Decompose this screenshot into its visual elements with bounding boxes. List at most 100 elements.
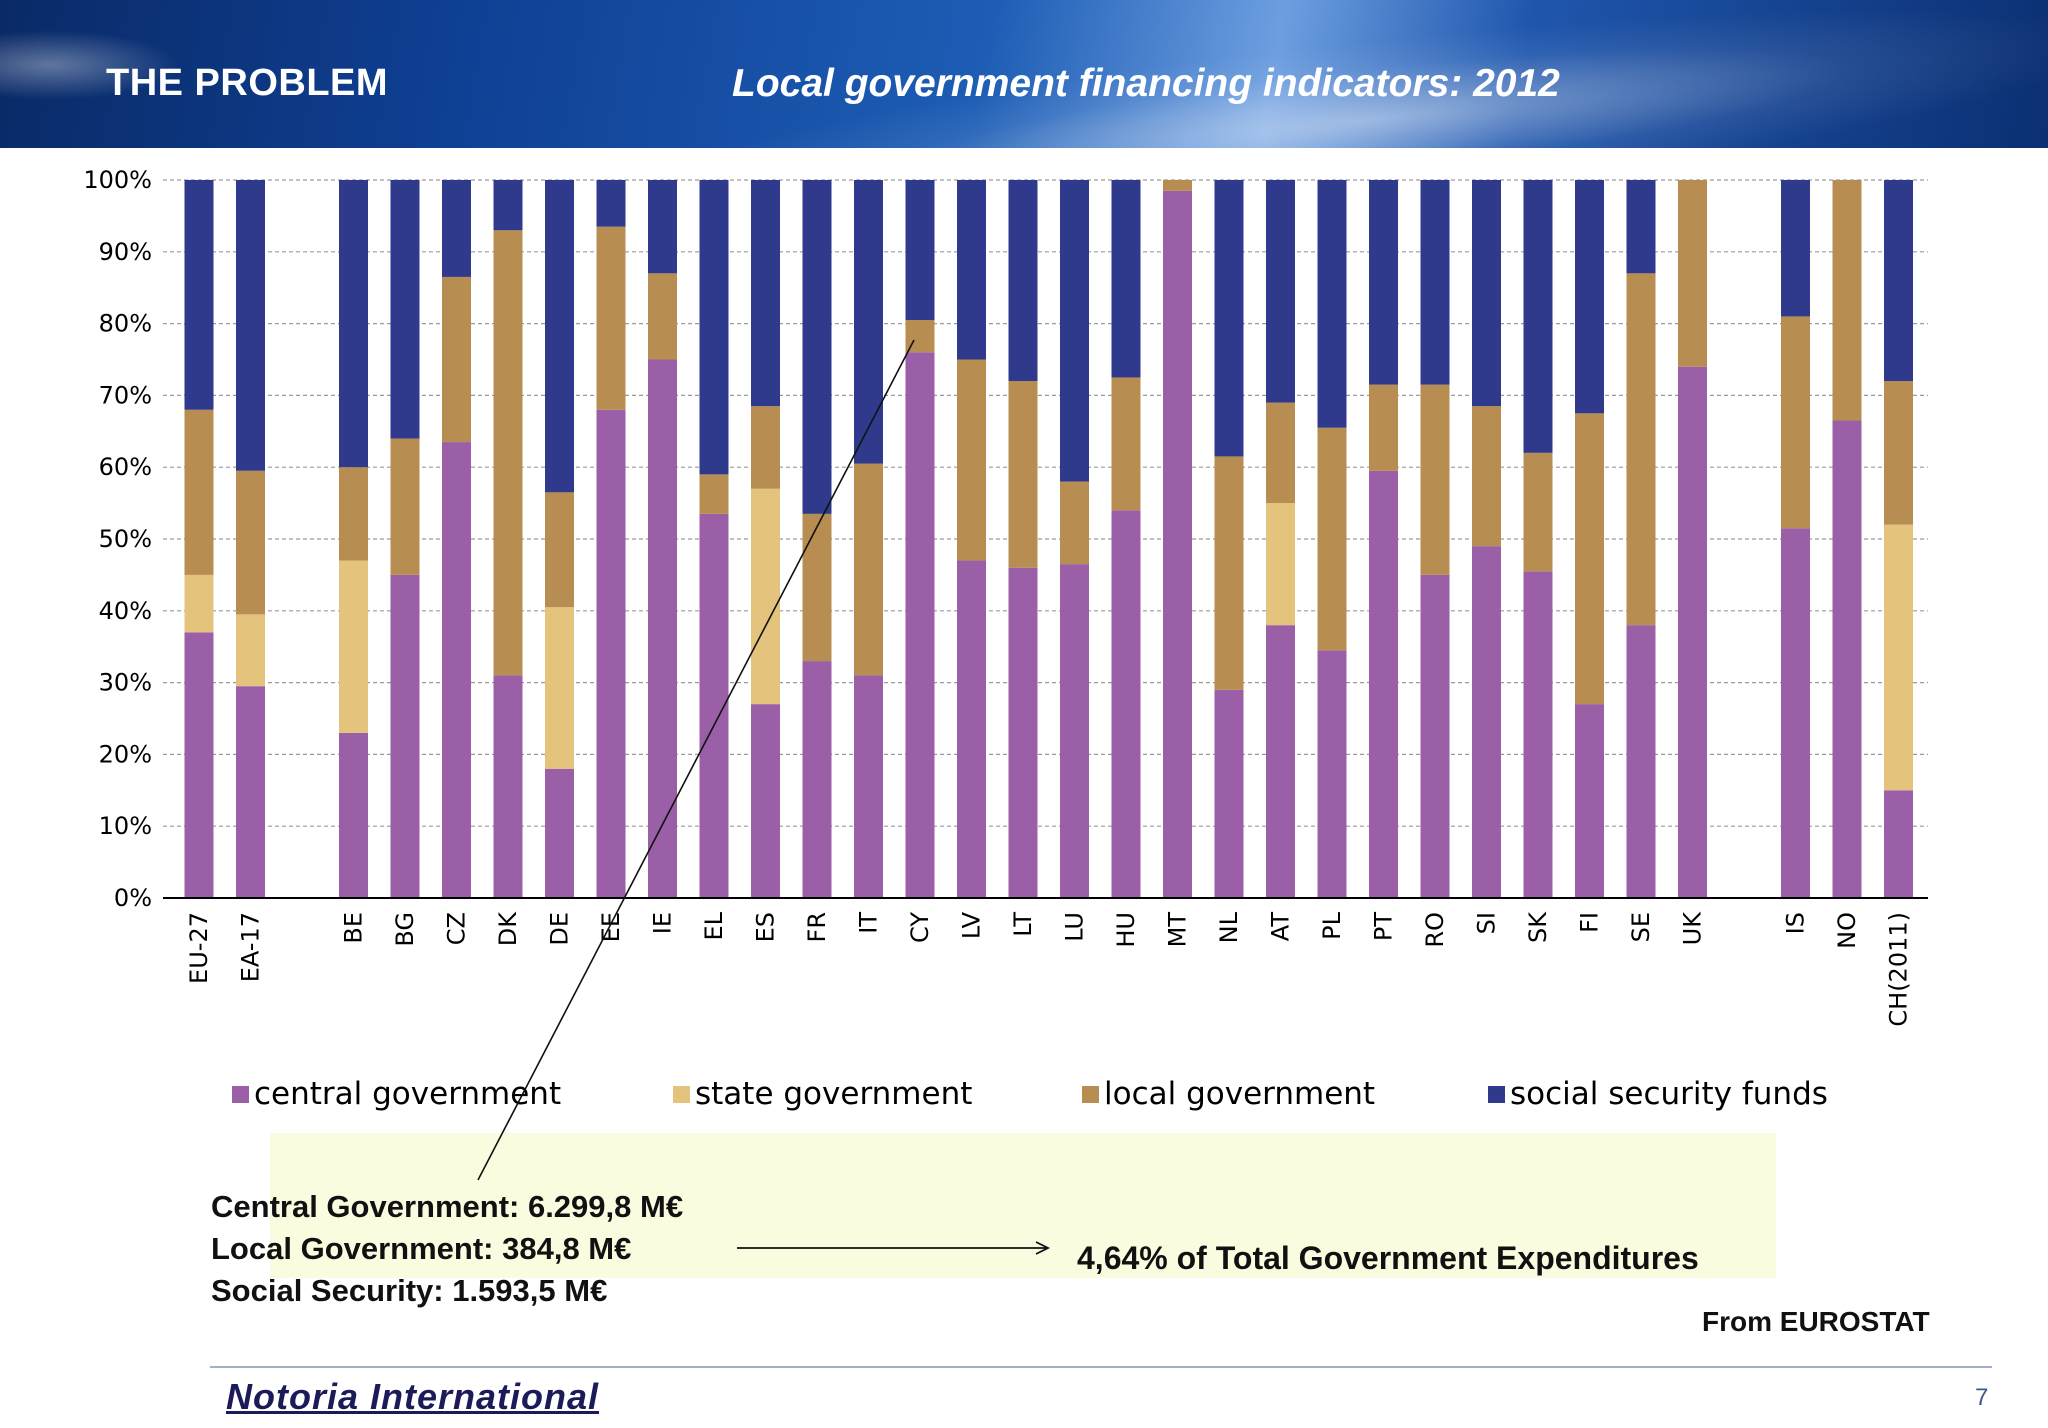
x-tick-label: LV [958,911,986,939]
bar-segment-social-security-funds-fr [802,180,832,514]
bar-segment-local-government-ch2011 [1884,381,1913,525]
bar-segment-social-security-funds-de [545,180,574,493]
bar-segment-local-government-ea17 [236,470,265,615]
slide-title: Local government financing indicators: 2… [732,62,1560,105]
bar-segment-local-government-bg [390,438,420,575]
x-tick-label: BE [340,912,368,944]
x-tick-label: DE [546,912,574,946]
x-tick-label: IT [855,912,883,934]
arrow-head-icon [1035,1241,1051,1255]
legend-label: social security funds [1510,1076,1828,1112]
bar-segment-social-security-funds-hu [1111,180,1141,378]
x-tick-label: PT [1370,912,1398,941]
bar-segment-central-government-se [1626,625,1656,898]
bar-segment-central-government-bg [390,574,420,898]
bar-segment-central-government-de [545,768,574,898]
x-tick-label: BG [391,912,419,947]
x-tick-label: SI [1473,912,1501,934]
bar-segment-central-government-is [1781,528,1810,898]
y-tick-label: 100% [83,166,152,194]
legend-swatch [673,1086,690,1103]
bar-segment-state-government-ea17 [236,614,265,687]
bar-segment-state-government-es [751,488,780,705]
bar-segment-local-government-lv [957,359,986,561]
x-tick-label: FI [1576,912,1604,933]
bar-segment-local-government-it [854,463,883,676]
x-tick-label: EA-17 [237,912,265,982]
bar-segment-social-security-funds-it [854,180,883,464]
footer-divider [210,1366,1992,1368]
y-tick-label: 50% [99,525,152,553]
y-tick-label: 30% [99,669,152,697]
bar-segment-central-government-uk [1678,366,1707,898]
x-tick-label: UK [1679,911,1707,946]
x-tick-label: EU-27 [185,912,213,984]
y-tick-label: 80% [99,310,152,338]
bar-segment-local-government-pt [1369,384,1398,471]
y-tick-label: 20% [99,740,152,768]
notes-highlight-box [270,1133,1776,1278]
bar-segment-social-security-funds-ee [596,180,626,227]
section-title: THE PROBLEM [106,62,389,104]
bar-segment-central-government-hu [1111,510,1141,898]
x-tick-label: LT [1009,912,1037,937]
bar-segment-local-government-ee [596,226,626,410]
bar-segment-central-government-cy [905,352,935,898]
page-number: 7 [1975,1384,1989,1411]
pointer-line-to-cyprus [477,339,915,1181]
chart-bars [184,180,1913,898]
legend-swatch [1488,1086,1505,1103]
bar-segment-local-government-cz [442,276,471,443]
bar-segment-social-security-funds-lu [1060,180,1089,482]
bar-segment-central-government-no [1832,420,1862,898]
legend-swatch [232,1086,249,1103]
chart-axes: 0% 10% 20% 30% 40% 50% 60% 70% 80% 90% 100% EU-27 EA… [83,166,1928,1027]
x-tick-label: IE [649,912,677,934]
bar-segment-state-government-ch2011 [1884,524,1913,791]
bar-segment-social-security-funds-ie [648,180,677,274]
x-tick-label: SE [1627,912,1655,942]
bar-segment-local-government-se [1626,273,1656,626]
social-security-figure: Social Security: 1.593,5 M€ [211,1273,608,1308]
chart-gridlines [163,179,1928,827]
x-tick-label: IS [1782,912,1810,934]
x-tick-label: NL [1215,911,1243,943]
bar-segment-social-security-funds-ch2011 [1884,180,1913,382]
legend-label: local government [1104,1076,1375,1112]
bar-segment-state-government-be [339,560,368,733]
x-tick-label: CY [906,912,934,943]
bar-segment-social-security-funds-pl [1317,180,1347,428]
bar-segment-central-government-cz [442,442,471,898]
bar-segment-local-government-de [545,492,574,608]
bar-segment-central-government-ie [648,359,677,898]
x-tick-label: NO [1833,912,1861,949]
bar-segment-central-government-lu [1060,564,1089,898]
x-tick-label: LU [1061,912,1089,942]
x-tick-label: EE [597,912,625,942]
total-expenditure-share: 4,64% of Total Government Expenditures [1077,1240,1699,1276]
bar-segment-central-government-sk [1523,571,1553,898]
bar-segment-local-government-no [1832,180,1862,421]
x-tick-label: CZ [443,912,471,945]
bar-segment-local-government-eu27 [184,409,214,575]
bar-segment-local-government-dk [493,230,523,676]
bar-segment-central-government-it [854,675,883,898]
bar-segment-local-government-mt [1163,180,1192,191]
bar-segment-local-government-ro [1420,384,1450,575]
bar-segment-local-government-lu [1060,481,1089,565]
y-tick-label: 60% [99,453,152,481]
local-government-figure: Local Government: 384,8 M€ [211,1231,632,1266]
bar-segment-social-security-funds-si [1472,180,1501,407]
bar-segment-central-government-es [751,704,780,898]
bar-segment-central-government-si [1472,546,1501,898]
bar-segment-social-security-funds-lt [1008,180,1038,382]
legend-label: state government [695,1076,972,1112]
bar-segment-central-government-mt [1163,190,1192,898]
legend-swatch [1082,1086,1099,1103]
bar-segment-local-government-el [699,474,729,514]
bar-segment-central-government-at [1266,625,1295,898]
bar-segment-local-government-si [1472,406,1501,547]
bar-segment-central-government-lt [1008,567,1038,898]
x-tick-label: RO [1421,912,1449,948]
